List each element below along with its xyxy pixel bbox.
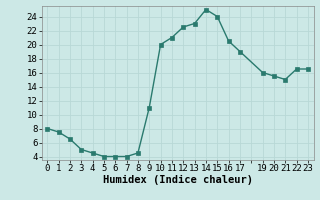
X-axis label: Humidex (Indice chaleur): Humidex (Indice chaleur)	[103, 175, 252, 185]
